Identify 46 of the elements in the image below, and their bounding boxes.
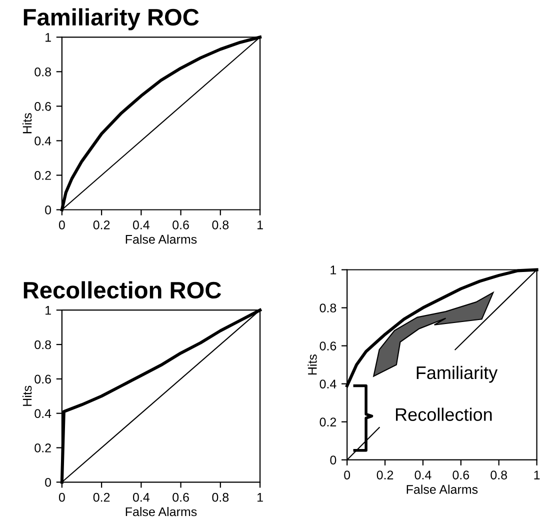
x-tick-label: 0.6 — [172, 220, 189, 230]
x-tick-label: 1 — [258, 493, 263, 502]
x-axis-title: False Alarms — [406, 484, 478, 494]
y-tick-label: 0.8 — [34, 67, 51, 76]
y-axis-title: Hits — [22, 113, 32, 134]
y-tick-label: 0.8 — [34, 340, 51, 350]
y-tick-label: 0.8 — [320, 304, 336, 312]
x-tick-label: 0.8 — [212, 220, 229, 230]
y-tick-label: 0.4 — [320, 380, 336, 388]
x-tick-label: 0.4 — [132, 492, 150, 502]
y-axis-title: Hits — [22, 386, 32, 406]
x-tick-label: 0.6 — [452, 470, 470, 480]
x-tick-label: 0.2 — [376, 470, 394, 480]
y-tick-label: 0.6 — [34, 374, 51, 384]
y-tick-label: 0.2 — [34, 444, 51, 452]
x-tick-label: 0.8 — [490, 470, 507, 480]
x-tick-label: 0.4 — [132, 220, 150, 230]
y-tick-label: 0.4 — [34, 136, 52, 146]
y-tick-label: 0.4 — [34, 409, 52, 418]
x-tick-label: 0.8 — [212, 492, 229, 502]
x-tick-label: 0.2 — [93, 220, 110, 230]
x-axis-title: False Alarms — [126, 506, 197, 516]
y-tick-label: 0.6 — [34, 102, 51, 111]
x-tick-label: 0.6 — [172, 492, 189, 502]
x-tick-label: 0.4 — [414, 470, 432, 480]
y-tick-label: 0.2 — [34, 171, 51, 180]
chart-title: Familiarity ROC — [24, 8, 199, 30]
x-tick-label: 1 — [534, 470, 540, 480]
y-tick-label: 1 — [46, 33, 51, 42]
y-tick-label: 0 — [330, 456, 336, 464]
x-tick-label: 1 — [258, 220, 263, 230]
x-tick-label: 0 — [344, 470, 350, 480]
x-tick-label: 0.2 — [93, 492, 110, 502]
y-tick-label: 1 — [46, 306, 51, 315]
y-tick-label: 1 — [330, 266, 336, 274]
y-tick-label: 0 — [45, 206, 52, 214]
x-tick-label: 0 — [58, 220, 65, 230]
annotation: Recollection — [396, 408, 492, 421]
annotation: Familiarity — [416, 366, 498, 383]
chart-title: Recollection ROC — [24, 281, 222, 299]
y-tick-label: 0 — [45, 478, 52, 487]
y-axis-title: Hits — [308, 354, 317, 375]
y-tick-label: 0.6 — [320, 342, 336, 350]
x-tick-label: 0 — [58, 492, 65, 502]
y-tick-label: 0.2 — [320, 418, 336, 426]
x-axis-title: False Alarms — [126, 234, 197, 244]
